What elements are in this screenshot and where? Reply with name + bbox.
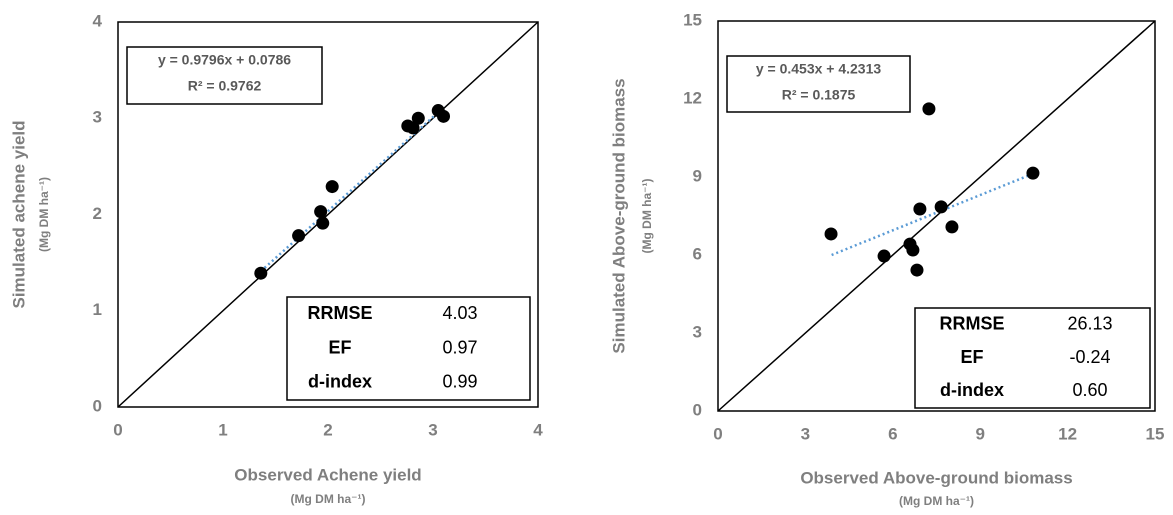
stat-value: 4.03 (442, 303, 477, 323)
equation-box (726, 55, 911, 113)
x-tick-label: 15 (1146, 424, 1165, 443)
data-point (254, 266, 268, 280)
y-axis-label: Simulated achene yield (9, 120, 28, 308)
stat-name: EF (328, 337, 351, 357)
x-axis-unit: (Mg DM ha⁻¹) (899, 494, 974, 508)
stat-value: 0.97 (442, 337, 477, 357)
stat-value: 0.60 (1072, 380, 1107, 400)
x-axis-label: Observed Above-ground biomass (800, 468, 1072, 487)
data-point (824, 227, 838, 241)
equation-text: R² = 0.1875 (782, 87, 856, 103)
trend-line (259, 106, 445, 273)
x-tick-label: 9 (975, 424, 984, 443)
data-point (325, 180, 339, 194)
y-tick-label: 2 (93, 204, 102, 223)
data-point (922, 102, 936, 116)
data-point (906, 243, 920, 257)
y-tick-label: 0 (93, 396, 102, 415)
data-point (877, 249, 891, 263)
data-point (945, 220, 959, 234)
y-axis-unit: (Mg DM ha⁻¹) (37, 177, 51, 252)
y-tick-label: 3 (693, 322, 702, 341)
data-point (913, 202, 927, 216)
stats-box (914, 307, 1151, 409)
data-point (437, 109, 450, 123)
stat-value: -0.24 (1069, 347, 1110, 367)
stat-name: d-index (940, 380, 1004, 400)
data-point (910, 263, 924, 277)
x-tick-label: 0 (713, 424, 722, 443)
data-point (292, 229, 306, 243)
stat-name: d-index (308, 372, 372, 392)
y-tick-label: 6 (693, 244, 702, 263)
stat-name: RRMSE (939, 313, 1004, 333)
stat-value: 0.99 (442, 372, 477, 392)
x-tick-label: 4 (533, 420, 543, 439)
plot-frame (717, 20, 1156, 412)
data-point (406, 121, 420, 135)
x-tick-label: 2 (323, 420, 332, 439)
stat-name: RRMSE (307, 303, 372, 323)
x-axis-unit: (Mg DM ha⁻¹) (291, 492, 366, 506)
y-tick-label: 0 (693, 400, 702, 419)
stats-box (286, 296, 531, 401)
data-point (411, 111, 425, 125)
y-tick-label: 12 (683, 88, 702, 107)
one-to-one-line (717, 20, 1156, 412)
y-axis-unit: (Mg DM ha⁻¹) (640, 179, 654, 254)
data-point (1026, 166, 1040, 180)
data-point (934, 200, 948, 214)
equation-text: y = 0.453x + 4.2313 (756, 61, 882, 77)
y-tick-label: 9 (693, 166, 702, 185)
equation-text: R² = 0.9762 (188, 78, 262, 94)
data-point (316, 216, 330, 230)
y-tick-label: 15 (683, 10, 702, 29)
y-tick-label: 4 (93, 11, 103, 30)
x-tick-label: 12 (1058, 424, 1077, 443)
x-axis-label: Observed Achene yield (234, 465, 421, 484)
stat-value: 26.13 (1067, 313, 1112, 333)
y-tick-label: 3 (93, 108, 102, 127)
one-to-one-line (117, 21, 539, 408)
x-tick-label: 1 (218, 420, 227, 439)
stat-name: EF (960, 347, 983, 367)
equation-box (126, 46, 323, 105)
y-tick-label: 1 (93, 300, 102, 319)
x-tick-label: 3 (801, 424, 810, 443)
x-tick-label: 6 (888, 424, 897, 443)
trend-line (831, 172, 1034, 257)
data-point (314, 205, 328, 219)
y-axis-label: Simulated Above-ground biomass (609, 78, 628, 353)
equation-text: y = 0.9796x + 0.0786 (158, 52, 291, 68)
x-tick-label: 3 (428, 420, 437, 439)
x-tick-label: 0 (113, 420, 122, 439)
plot-frame (117, 21, 539, 408)
